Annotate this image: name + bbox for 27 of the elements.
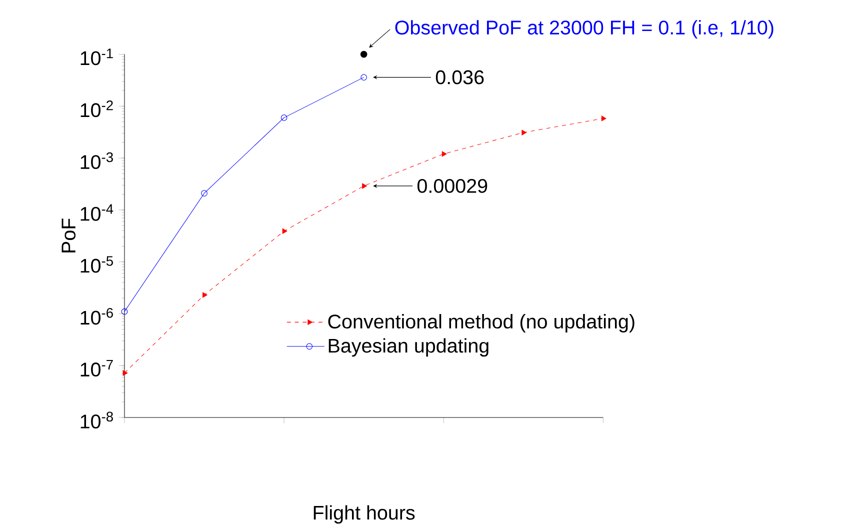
point <box>122 370 128 376</box>
text: Observed PoF at 23000 FH = 0.1 (i.e, 1/10) <box>395 20 774 38</box>
point <box>360 50 368 58</box>
point <box>522 130 527 136</box>
y-tick-label: 10$^{-4}$ <box>80 204 114 221</box>
y-tick-label: 10$^{-6}$ <box>80 308 113 325</box>
point <box>280 114 288 121</box>
point <box>362 183 367 189</box>
point <box>360 74 367 80</box>
legend-label: Bayesian updating <box>328 338 488 357</box>
y-tick-label: 10$^{-1}$ <box>80 48 113 66</box>
point <box>201 190 208 196</box>
point <box>121 308 128 315</box>
y-tick-label: 10$^{-5}$ <box>80 256 113 273</box>
x-axis-title: Flight hours <box>314 505 415 524</box>
y-tick-label: 10$^{-2}$ <box>80 100 113 118</box>
annotation: 0.036 <box>436 70 484 84</box>
point <box>442 151 447 157</box>
y-axis-title: PoF <box>62 218 76 252</box>
point <box>202 292 208 298</box>
point <box>601 116 606 122</box>
y-tick-label: 10$^{-3}$ <box>80 152 113 170</box>
point <box>282 228 288 234</box>
y-tick-label: 10$^{-7}$ <box>80 360 113 377</box>
y-tick-label: 10$^{-8}$ <box>80 412 113 428</box>
annotation: 0.00029 <box>417 178 488 193</box>
legend-label: Conventional method (no updating) <box>328 314 634 332</box>
